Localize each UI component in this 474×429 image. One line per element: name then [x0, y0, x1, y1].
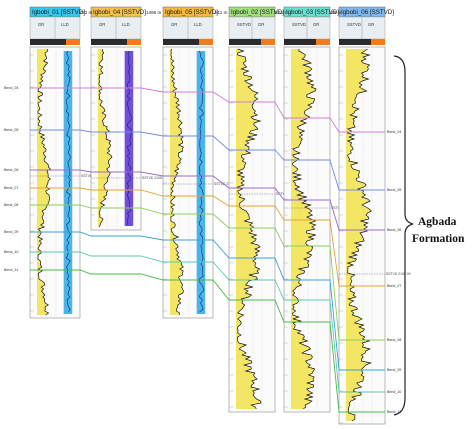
track-label: SSTVD [292, 22, 306, 27]
gr-sand-fill [291, 49, 316, 409]
well-name: Igbobi_02 [SSTVD] [231, 9, 284, 16]
horizon-label-right: Bend_07 [387, 284, 401, 288]
annotation-line1: Agbada [418, 216, 457, 228]
lld-curve [198, 50, 204, 313]
lld-curve [65, 50, 71, 313]
lld-fill [63, 51, 73, 314]
color-fill-chip [66, 39, 80, 45]
horizon-label-right: Bend_06 [387, 228, 401, 232]
track-label: GR [171, 22, 177, 27]
horizon-label-right: Bend_09 [387, 368, 401, 372]
horizon-label-left: Bend_11 [4, 268, 18, 272]
well-spacing-label: 129 m [329, 10, 342, 15]
well-spacing-label: 2612 m [274, 10, 289, 15]
well-name: Igbobi_05 [SSTVD] [165, 9, 218, 16]
scale-bar [30, 39, 80, 45]
well-name: Igbobi_04 [SSTVD] [93, 9, 146, 16]
horizon-label-left: Bend_08 [4, 203, 18, 207]
track-label: GR [313, 22, 319, 27]
track-label: SSTVD [237, 22, 251, 27]
lld-fill [124, 51, 134, 226]
gr-sand-fill [236, 49, 262, 409]
well-spacing-label: 1466 m [146, 10, 161, 15]
horizon-line[interactable] [30, 187, 385, 287]
gr-sand-fill [170, 49, 184, 315]
gr-sand-fill [37, 49, 51, 315]
well-name: Igbobi_01 [SSTVD] [32, 9, 85, 16]
horizon-line[interactable] [30, 251, 385, 393]
color-fill-chip [127, 39, 141, 45]
horizon-line[interactable] [30, 87, 385, 133]
formation-brace [393, 55, 414, 416]
scale-bar [284, 39, 330, 45]
gr-curve [37, 48, 51, 316]
gr-curve [291, 48, 317, 410]
gr-curve [236, 48, 262, 410]
well-column: Igbobi_06 [SSTVD] SSTVD GR SSTVD 2105.00 [338, 6, 411, 425]
horizon-label-left: Bend_07 [4, 186, 18, 190]
color-fill-chip [316, 39, 330, 45]
lld-curve [126, 50, 132, 225]
horizon-label-left: Bend_06 [4, 168, 18, 172]
well-name: Igbobi_03 [SSTVD] [286, 9, 339, 16]
gr-curve [170, 48, 184, 316]
horizon-label-right: Bend_11 [387, 410, 401, 414]
lld-fill [196, 51, 206, 314]
contact-label: SSTVD 2105.00 [142, 176, 167, 180]
horizon-label-right: Bend_10 [387, 390, 401, 394]
horizon-label-right: Bend_05 [387, 188, 401, 192]
horizon-line[interactable] [30, 129, 385, 191]
well-name: Igbobi_06 [SSTVD] [341, 9, 394, 16]
scale-bar [339, 39, 385, 45]
horizon-layer: Bend_04 Bend_04 Bend_05 Bend_05 Bend_06 Bend_… [4, 86, 401, 414]
horizon-label-left: Bend_09 [4, 230, 18, 234]
horizon-label-right: Bend_04 [387, 130, 401, 134]
horizon-line[interactable] [30, 269, 385, 413]
annotation-line2: Formation [412, 233, 465, 245]
horizon-label-left: Bend_05 [4, 128, 18, 132]
contact-label: SSTVD 2105.00 [214, 182, 239, 186]
horizon-label-right: Bend_08 [387, 338, 401, 342]
well-spacing-label: 732 m [80, 10, 93, 15]
scale-bar [229, 39, 275, 45]
gr-curve [98, 48, 113, 228]
contact-label: SSTVD 2105.00 [386, 272, 411, 276]
track-label: LLD [194, 22, 202, 27]
color-fill-chip [199, 39, 213, 45]
scale-bar [163, 39, 213, 45]
color-fill-chip [261, 39, 275, 45]
horizon-label-left: Bend_04 [4, 86, 18, 90]
track-label: GR [368, 22, 374, 27]
track-label: SSTVD [347, 22, 361, 27]
track-label: GR [258, 22, 264, 27]
track-label: GR [38, 22, 44, 27]
horizon-line[interactable] [30, 231, 385, 371]
well-column: Igbobi_05 [SSTVD] GR LLD SSTVD 2105.00 [162, 6, 239, 319]
well-spacing-label: 811 m [215, 10, 228, 15]
scale-bar [91, 39, 141, 45]
track-label: LLD [122, 22, 130, 27]
track-label: LLD [61, 22, 69, 27]
color-fill-chip [371, 39, 385, 45]
well-column: Igbobi_04 [SSTVD] GR LLD SSTVD 2105.00 [90, 6, 167, 231]
horizon-line[interactable] [30, 169, 385, 231]
horizon-line[interactable] [30, 204, 385, 341]
gr-sand-fill [98, 49, 112, 227]
gap-layer: 732 m 1466 m 811 m 2612 m 129 m [80, 10, 342, 15]
track-label: GR [99, 22, 105, 27]
gr-sand-fill [346, 49, 372, 421]
gr-curve [346, 48, 373, 422]
horizon-label-left: Bend_10 [4, 250, 18, 254]
